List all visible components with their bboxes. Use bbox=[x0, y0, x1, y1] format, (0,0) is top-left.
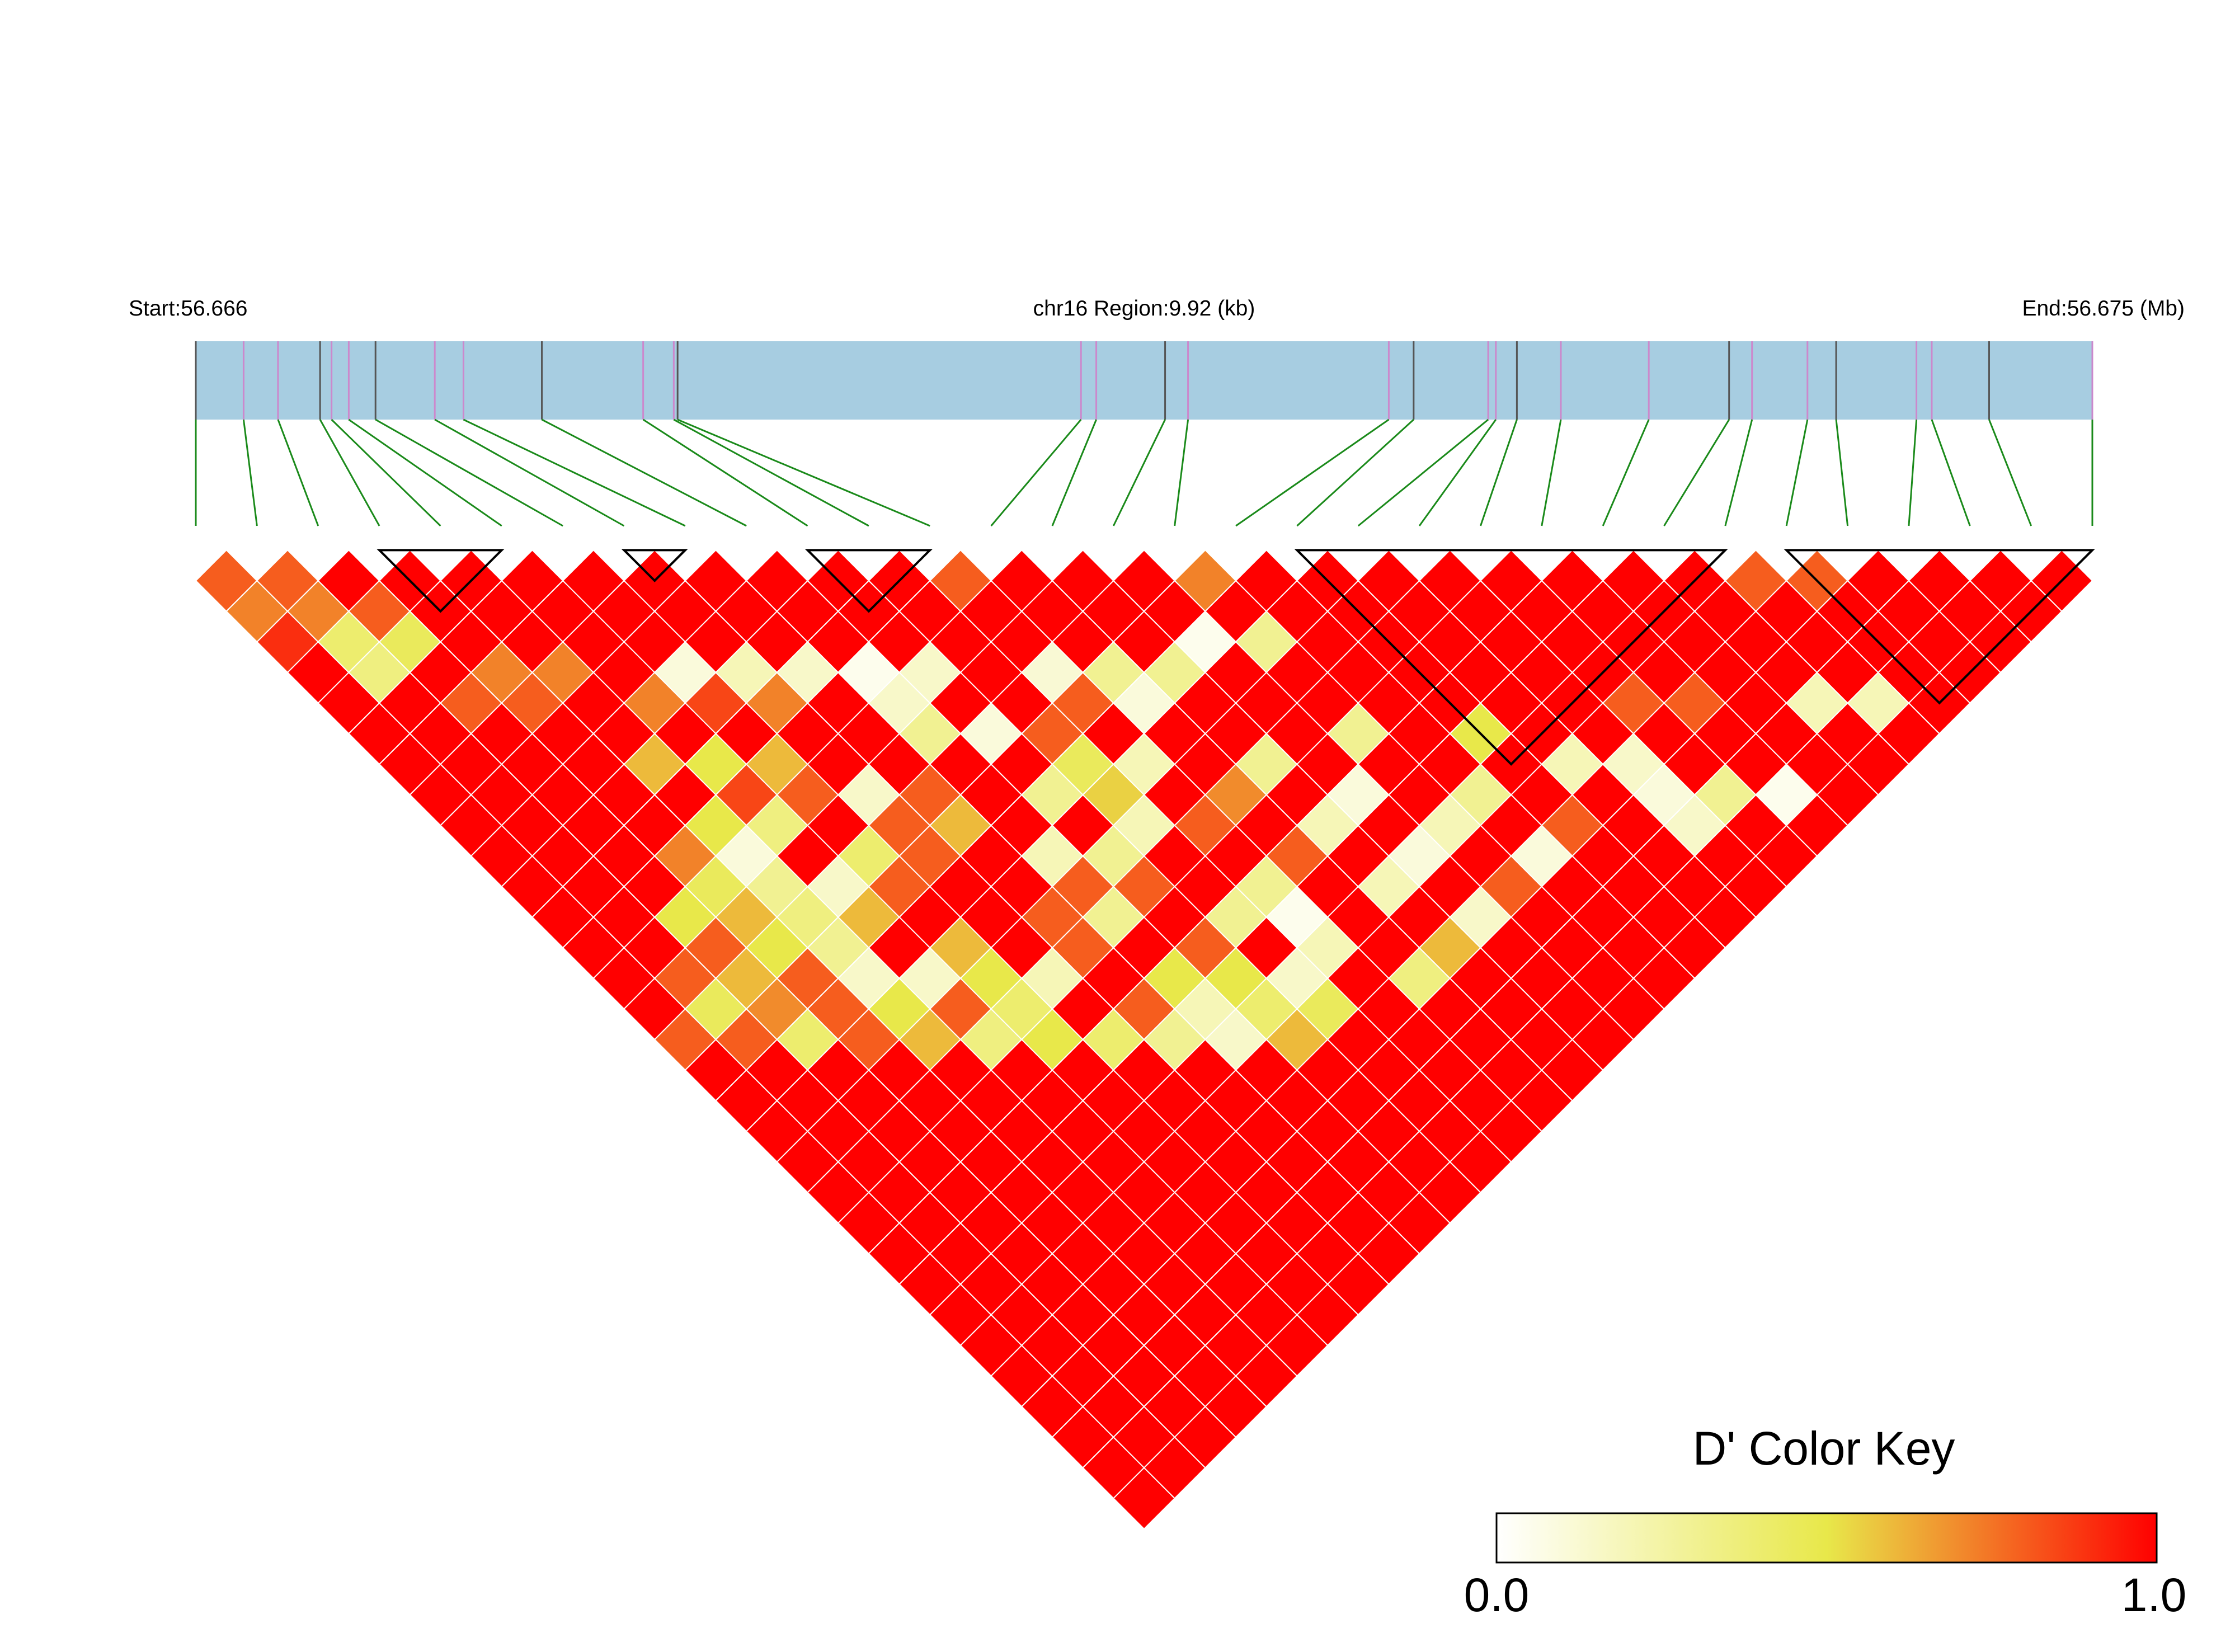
region-label: chr16 Region:9.92 (kb) bbox=[1033, 296, 1255, 321]
snp-connector bbox=[242, 419, 258, 526]
snp-connector bbox=[277, 419, 319, 526]
snp-position-track bbox=[195, 341, 2093, 420]
snp-connector-lines bbox=[195, 418, 2093, 527]
snp-connector bbox=[1908, 419, 1918, 526]
snp-connector bbox=[1174, 419, 1189, 526]
snp-connector bbox=[1663, 419, 1730, 526]
color-key: D' Color Key 0.0 1.0 bbox=[1464, 1422, 2187, 1621]
haplotype-blocks bbox=[377, 549, 2095, 766]
snp-connector bbox=[331, 418, 441, 527]
color-key-gradient bbox=[1495, 1512, 2158, 1564]
snp-connector bbox=[1051, 419, 1097, 526]
snp-connector bbox=[1112, 419, 1166, 526]
end-label: End:56.675 (Mb) bbox=[2022, 296, 2185, 321]
snp-connector bbox=[990, 419, 1082, 526]
color-key-max-label: 1.0 bbox=[2121, 1569, 2187, 1621]
snp-connector bbox=[677, 418, 930, 527]
snp-connector bbox=[375, 418, 563, 527]
color-key-min-label: 0.0 bbox=[1464, 1569, 1530, 1621]
ld-triangle bbox=[195, 549, 2093, 1530]
snp-connector bbox=[434, 418, 625, 527]
snp-connector bbox=[1418, 419, 1497, 526]
snp-connector bbox=[673, 418, 869, 527]
snp-connector bbox=[1835, 419, 1849, 526]
snp-connector bbox=[1357, 418, 1489, 527]
snp-connector bbox=[1296, 418, 1414, 527]
haplotype-block-outline bbox=[1784, 549, 2095, 705]
haplotype-block-outline bbox=[1294, 549, 1728, 766]
region-bar bbox=[196, 341, 2092, 420]
snp-connector bbox=[1480, 419, 1518, 526]
snp-connector bbox=[1235, 418, 1390, 527]
snp-connector bbox=[1602, 419, 1650, 526]
snp-connector bbox=[541, 418, 747, 527]
snp-connector bbox=[463, 418, 686, 527]
snp-connector bbox=[1541, 419, 1562, 526]
start-label: Start:56.666 bbox=[129, 296, 247, 321]
haplotype-block-outline bbox=[621, 549, 688, 582]
snp-connector bbox=[348, 418, 502, 527]
snp-connector bbox=[1988, 419, 2032, 526]
haplotype-block-outline bbox=[804, 549, 933, 613]
snp-connector bbox=[1931, 419, 1971, 526]
haplotype-block-outline bbox=[377, 549, 505, 613]
snp-connector bbox=[319, 419, 380, 526]
snp-connector bbox=[1724, 419, 1753, 526]
snp-connector bbox=[1785, 419, 1809, 526]
snp-connector bbox=[642, 418, 808, 527]
color-key-title: D' Color Key bbox=[1693, 1422, 1955, 1475]
